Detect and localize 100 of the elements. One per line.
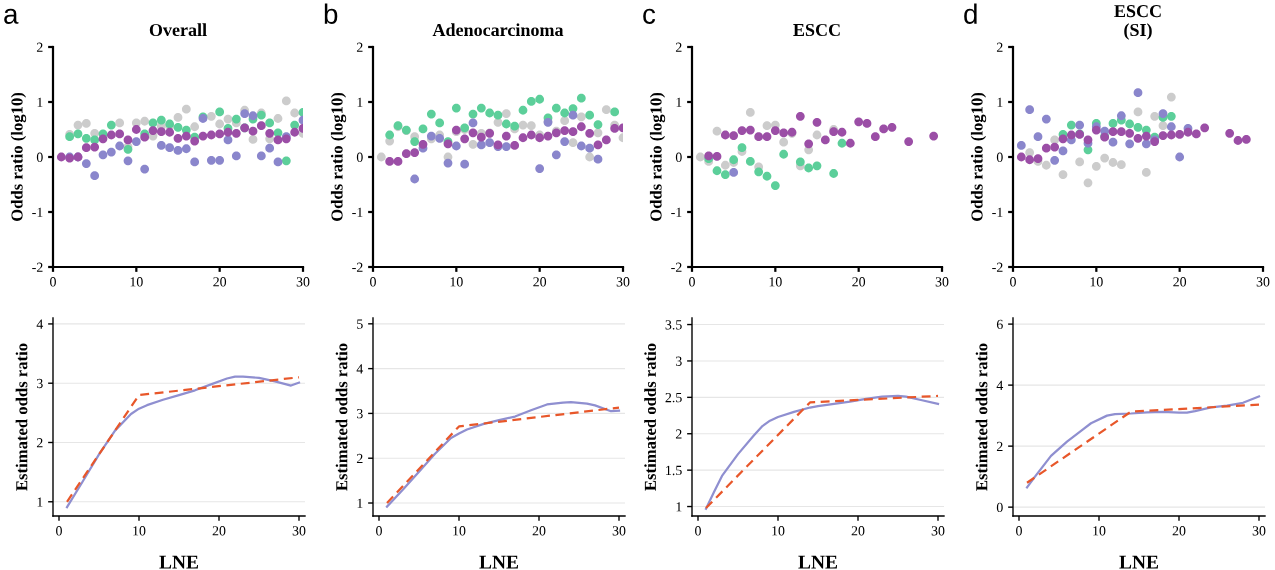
point [1225, 128, 1235, 138]
y-axis-title: Estimated odds ratio [975, 343, 988, 491]
point [1166, 122, 1176, 132]
point [812, 130, 822, 140]
x-tick-label: 0 [689, 277, 695, 287]
y-tick-label: 4 [356, 364, 364, 374]
point [812, 117, 822, 127]
point [854, 117, 864, 127]
point [385, 157, 395, 166]
point [1166, 92, 1176, 102]
point [123, 156, 133, 166]
point [1158, 109, 1168, 118]
point [1125, 128, 1135, 138]
point [1191, 129, 1201, 139]
point [115, 129, 125, 139]
point [1233, 136, 1243, 145]
point [585, 152, 595, 162]
point [770, 181, 780, 190]
x-tick-label: 20 [213, 277, 227, 287]
y-axis-title: Estimated odds ratio [335, 343, 348, 491]
point [418, 139, 428, 149]
x-tick-label: 0 [50, 277, 56, 287]
x-tick-label: 30 [296, 277, 310, 287]
x-tick-label: 30 [931, 526, 945, 536]
point [1133, 122, 1143, 132]
y-axis-title: Odds ratio (log10) [330, 92, 347, 221]
point [156, 115, 166, 125]
point [393, 157, 403, 166]
point [762, 121, 772, 131]
y-tick-label: 2 [356, 42, 363, 52]
point [820, 135, 830, 145]
point [476, 132, 486, 142]
chart-title: Overall [149, 23, 207, 37]
point [720, 170, 730, 179]
point [256, 151, 266, 161]
point [206, 111, 216, 121]
point [1116, 111, 1126, 121]
point [526, 121, 536, 131]
point [1133, 88, 1143, 98]
point [73, 120, 83, 130]
x-tick-label: 20 [532, 526, 546, 536]
point [1125, 139, 1135, 149]
point [501, 109, 511, 118]
point [737, 126, 747, 135]
point [148, 126, 158, 135]
point [568, 127, 578, 137]
point [73, 129, 83, 139]
x-tick-label: 0 [376, 526, 382, 536]
point [265, 128, 275, 138]
x-tick-label: 30 [935, 277, 949, 287]
point [98, 150, 108, 160]
y-tick-label: -1 [671, 207, 682, 217]
point [1133, 133, 1143, 143]
point [610, 107, 620, 117]
point [81, 133, 91, 143]
point [273, 114, 283, 123]
x-tick-label: 10 [450, 277, 463, 287]
point [460, 159, 470, 169]
point [290, 127, 300, 137]
point [754, 132, 764, 142]
point [712, 152, 722, 161]
point [551, 103, 561, 113]
point [887, 122, 897, 132]
y-tick-label: 2 [356, 453, 363, 464]
chart-title: ESCC [793, 23, 840, 37]
y-tick-label: 3.5 [665, 320, 682, 330]
y-axis-title: Estimated odds ratio [644, 343, 656, 491]
x-tick-label: 20 [533, 277, 547, 287]
x-tick-label: 30 [292, 526, 306, 536]
point [576, 93, 586, 103]
point [376, 152, 386, 162]
point [1058, 134, 1068, 144]
point [560, 108, 570, 118]
point [248, 126, 258, 136]
point [837, 138, 847, 148]
point [265, 118, 275, 128]
y-tick-label: -1 [992, 207, 1003, 217]
x-tick-label: 10 [453, 526, 466, 536]
point [181, 104, 191, 114]
point [585, 143, 595, 153]
point [526, 130, 536, 140]
point [410, 148, 420, 157]
point [443, 158, 453, 168]
point [560, 126, 570, 135]
point [720, 160, 730, 170]
chart-title: Adenocarcinoma [432, 23, 564, 37]
x-tick-label: 0 [1016, 526, 1022, 536]
point [1158, 131, 1168, 140]
point [1108, 158, 1118, 167]
point [131, 125, 141, 134]
y-tick-label: 2 [675, 42, 682, 52]
point [173, 113, 183, 122]
point [190, 136, 200, 146]
point [1066, 130, 1076, 140]
point [1158, 121, 1168, 131]
point [518, 120, 528, 130]
point [1150, 111, 1160, 121]
point [1141, 168, 1151, 177]
point [1108, 127, 1118, 137]
point [273, 157, 283, 167]
